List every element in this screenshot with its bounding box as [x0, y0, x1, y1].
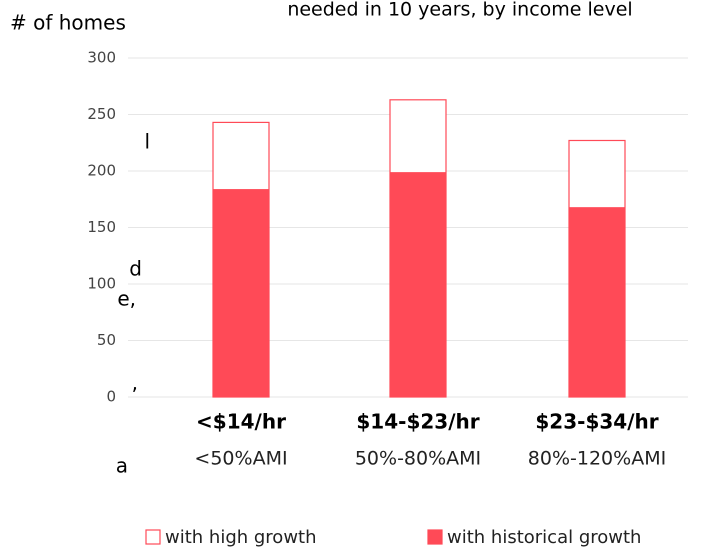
y-tick-label: 200 — [87, 162, 116, 180]
x-tick-label: <$14/hr — [196, 410, 286, 434]
y-tick-label: 0 — [106, 388, 116, 406]
legend-swatch — [427, 529, 443, 545]
y-tick-label: 250 — [87, 105, 116, 123]
y-tick-label: 300 — [87, 49, 116, 67]
legend-swatch — [145, 529, 161, 545]
x-tick-label: $23-$34/hr — [535, 410, 658, 434]
y-tick-label: 50 — [97, 331, 116, 349]
side-text-fragment: l — [144, 130, 150, 154]
chart-title: needed in 10 years, by income level — [287, 0, 632, 21]
bar — [568, 207, 626, 397]
legend-label: with historical growth — [447, 527, 641, 548]
side-text-fragment: d — [129, 257, 142, 281]
y-tick-label: 100 — [87, 275, 116, 293]
x-tick-sublabel: <50%AMI — [194, 448, 287, 470]
x-tick-sublabel: 80%-120%AMI — [528, 448, 666, 470]
bar — [212, 189, 270, 397]
bar — [389, 172, 447, 397]
y-axis-label: # of homes — [10, 11, 126, 35]
side-text-fragment: a — [116, 454, 128, 478]
x-tick-label: $14-$23/hr — [356, 410, 479, 434]
y-tick-label: 150 — [87, 218, 116, 236]
legend-label: with high growth — [165, 527, 317, 548]
side-text-fragment: , — [132, 371, 138, 395]
side-text-fragment: e, — [117, 287, 136, 311]
x-tick-sublabel: 50%-80%AMI — [355, 448, 481, 470]
